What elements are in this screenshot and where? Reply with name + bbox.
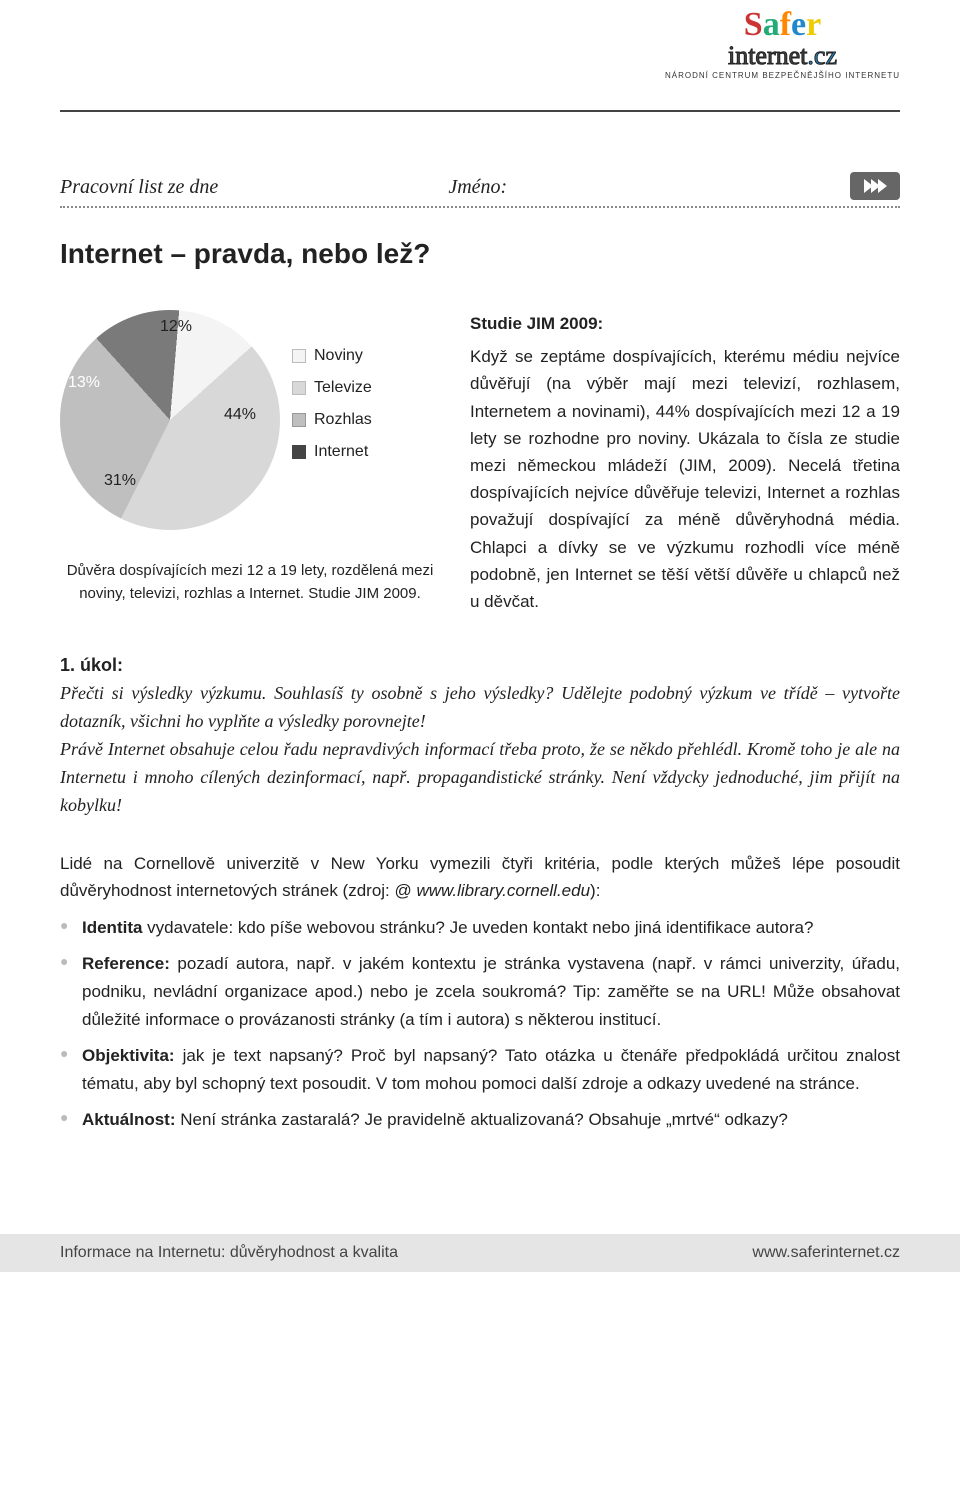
legend-label: Televize bbox=[314, 372, 372, 404]
criteria-term: Objektivita: bbox=[82, 1046, 175, 1065]
logo-word-internet: internet.cz bbox=[665, 41, 900, 71]
logo-subtitle: NÁRODNÍ CENTRUM BEZPEČNĚJŠÍHO INTERNETU bbox=[665, 71, 900, 80]
criteria-item: Objektivita: jak je text napsaný? Proč b… bbox=[60, 1042, 900, 1098]
footer-left: Informace na Internetu: důvěryhodnost a … bbox=[60, 1244, 398, 1262]
legend-swatch bbox=[292, 349, 306, 363]
pie-slice-label: 12% bbox=[160, 318, 192, 336]
logo-letter: e bbox=[791, 6, 806, 43]
logo-letter: r bbox=[806, 6, 821, 43]
criteria-item: Reference: pozadí autora, např. v jakém … bbox=[60, 950, 900, 1034]
legend-label: Rozhlas bbox=[314, 404, 372, 436]
criteria-term: Aktuálnost: bbox=[82, 1110, 176, 1129]
task1-paragraph: Přečti si výsledky výzkumu. Souhlasíš ty… bbox=[60, 680, 900, 819]
criteria-term: Identita bbox=[82, 918, 142, 937]
task1-heading: 1. úkol: bbox=[60, 655, 900, 676]
pie-slice-label: 44% bbox=[224, 406, 256, 424]
legend-swatch bbox=[292, 413, 306, 427]
logo-letter: f bbox=[780, 6, 791, 43]
legend-swatch bbox=[292, 381, 306, 395]
dotted-divider bbox=[60, 206, 900, 208]
criteria-item: Identita vydavatele: kdo píše webovou st… bbox=[60, 914, 900, 942]
footer-right: www.saferinternet.cz bbox=[752, 1244, 900, 1262]
study-body: Když se zeptáme dospívajících, kterému m… bbox=[470, 343, 900, 615]
pie-slice-label: 13% bbox=[68, 374, 100, 392]
logo-letter: S bbox=[744, 6, 763, 43]
cornell-intro: Lidé na Cornellově univerzitě v New York… bbox=[60, 850, 900, 904]
logo: Safer internet.cz NÁRODNÍ CENTRUM BEZPEČ… bbox=[665, 10, 900, 80]
legend-item: Noviny bbox=[292, 340, 372, 372]
chart-legend: NovinyTelevizeRozhlasInternet bbox=[292, 340, 372, 468]
page-title: Internet – pravda, nebo lež? bbox=[60, 238, 900, 270]
logo-letter: a bbox=[763, 6, 780, 43]
name-label: Jméno: bbox=[448, 176, 507, 199]
logo-text: internet bbox=[728, 41, 807, 70]
legend-item: Internet bbox=[292, 436, 372, 468]
legend-item: Televize bbox=[292, 372, 372, 404]
logo-word-safer: Safer bbox=[665, 10, 900, 41]
legend-swatch bbox=[292, 445, 306, 459]
criteria-list: Identita vydavatele: kdo píše webovou st… bbox=[60, 914, 900, 1134]
criteria-term: Reference: bbox=[82, 954, 170, 973]
chart-caption: Důvěra dospívajících mezi 12 a 19 lety, … bbox=[60, 560, 440, 605]
legend-item: Rozhlas bbox=[292, 404, 372, 436]
page-footer: Informace na Internetu: důvěryhodnost a … bbox=[0, 1234, 960, 1272]
pie-slice-label: 31% bbox=[104, 472, 136, 490]
worksheet-label: Pracovní list ze dne bbox=[60, 176, 218, 199]
pie-chart: 12% 44% 31% 13% bbox=[60, 310, 280, 530]
chart-column: 12% 44% 31% 13% NovinyTelevizeRozhlasIntern… bbox=[60, 310, 440, 615]
legend-label: Noviny bbox=[314, 340, 363, 372]
study-heading: Studie JIM 2009: bbox=[470, 310, 900, 337]
worksheet-header-row: Pracovní list ze dne Jméno: bbox=[60, 172, 900, 200]
study-text-column: Studie JIM 2009: Když se zeptáme dospíva… bbox=[470, 310, 900, 615]
logo-suffix: .cz bbox=[807, 41, 837, 70]
header-rule bbox=[60, 110, 900, 112]
legend-label: Internet bbox=[314, 436, 368, 468]
criteria-item: Aktuálnost: Není stránka zastaralá? Je p… bbox=[60, 1106, 900, 1134]
forward-arrows-icon bbox=[850, 172, 900, 200]
